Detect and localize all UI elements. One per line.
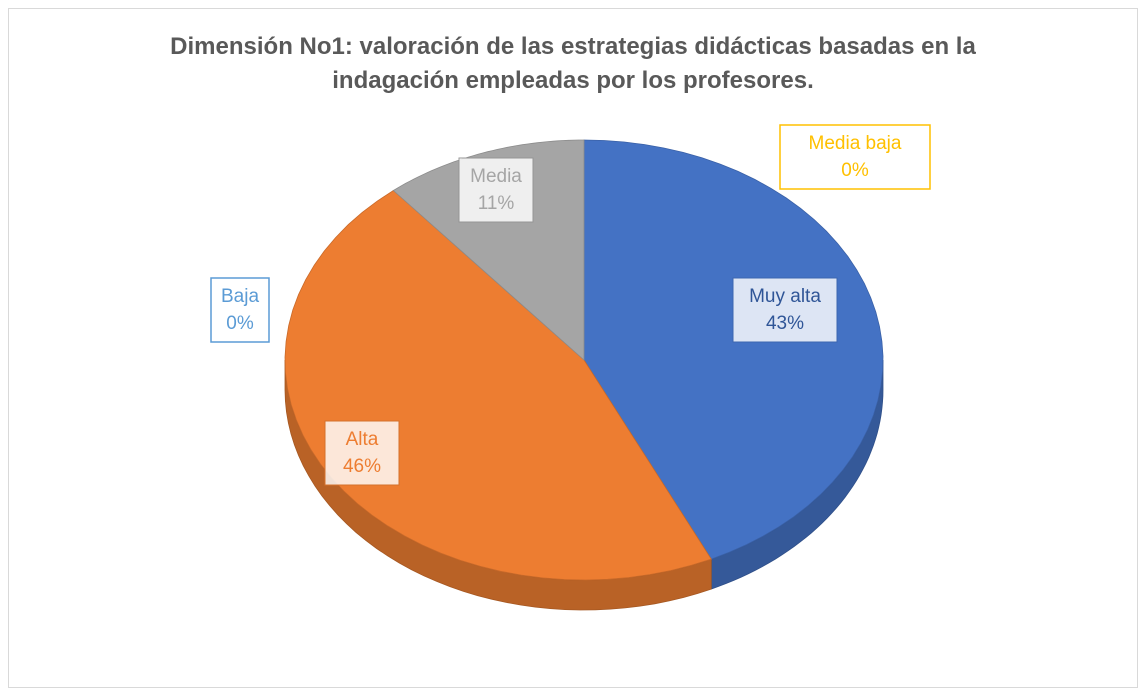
value-label: 46% (343, 456, 381, 477)
label-box (210, 277, 270, 343)
chart-title: Dimensión No1: valoración de las estrate… (170, 33, 976, 94)
category-label: Alta (346, 429, 379, 450)
label-box (732, 277, 838, 343)
label-box (324, 420, 400, 486)
pie-slice (392, 139, 585, 361)
pie-slice (583, 139, 884, 560)
category-label: Baja (221, 286, 259, 307)
category-label: Media baja (809, 133, 902, 154)
value-label: 0% (841, 160, 869, 181)
label-box (458, 157, 534, 223)
value-label: 11% (478, 193, 515, 214)
chart: Muy alta 43% Alta 46% Media 11% Media baja 0% Ba… (210, 124, 931, 611)
value-label: 0% (226, 313, 254, 334)
value-label: 43% (766, 313, 804, 334)
category-label: Media (470, 166, 522, 187)
category-label: Muy alta (749, 286, 821, 307)
label-box (779, 124, 931, 190)
